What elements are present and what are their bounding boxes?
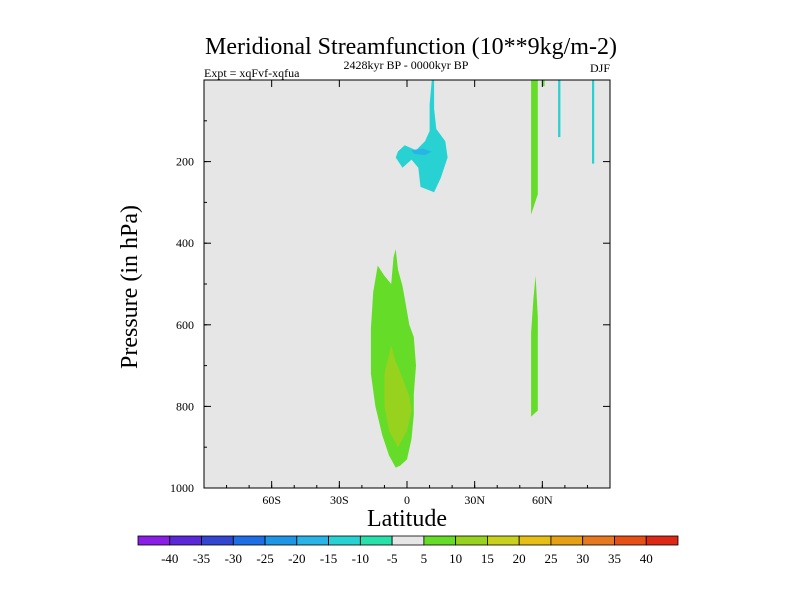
lower-north-strip (531, 275, 538, 417)
colorbar-swatch (137, 535, 171, 546)
colorbar-swatch (169, 535, 202, 546)
colorbar-label: 30 (576, 551, 589, 566)
colorbar-swatch (328, 535, 361, 546)
y-tick-label: 200 (176, 155, 194, 169)
colorbar-label: -40 (161, 551, 178, 566)
colorbar-swatch (201, 535, 234, 546)
x-tick-label: 60S (262, 493, 281, 507)
north-thin-streak-1 (542, 80, 545, 87)
colorbar-label: 10 (449, 551, 462, 566)
colorbar-label: -20 (288, 551, 305, 566)
lower-positive-core (384, 345, 412, 448)
colorbar-label: 15 (481, 551, 494, 566)
axis-ticks: 60S 30S 0 30N 60N 200 400 600 800 1000 (170, 80, 611, 507)
upper-north-strip (531, 80, 538, 215)
x-axis-label: Latitude (367, 506, 447, 532)
left-string: Expt = xqFvf-xqfua (204, 66, 300, 80)
colorbar-label: -30 (225, 551, 242, 566)
upper-negative-core (411, 148, 432, 156)
y-axis-label: Pressure (in hPa) (117, 205, 143, 369)
colorbar-swatch (487, 535, 520, 546)
colorbar-swatch (232, 535, 266, 546)
y-tick-label: 600 (176, 318, 194, 332)
colorbar-label: 40 (640, 551, 653, 566)
colorbar-label: 5 (421, 551, 428, 566)
colorbar-swatch (582, 535, 615, 546)
chart-title: Meridional Streamfunction (10**9kg/m-2) (205, 34, 617, 60)
colorbar-swatch (518, 535, 552, 546)
colorbar-label: 35 (608, 551, 621, 566)
north-thin-streak-2 (558, 80, 561, 138)
colorbar-swatch (550, 535, 584, 546)
x-tick-label: 30S (330, 493, 349, 507)
y-tick-label: 1000 (170, 481, 194, 495)
colorbar-swatch (614, 535, 647, 546)
contour-regions (370, 80, 595, 468)
center-string: 2428kyr BP - 0000kyr BP (344, 58, 469, 72)
colorbar-label: 25 (544, 551, 557, 566)
x-tick-label: 0 (404, 493, 410, 507)
colorbar: -40 -35 -30 -25 -20 -15 -10 -5 5 10 15 20 25 30 35 40 (137, 535, 679, 566)
colorbar-swatch (423, 535, 457, 546)
x-tick-label: 30N (464, 493, 485, 507)
y-tick-label: 400 (176, 236, 194, 250)
colorbar-label: -10 (352, 551, 369, 566)
colorbar-swatch (645, 535, 679, 546)
colorbar-label: -35 (193, 551, 210, 566)
x-tick-label: 60N (532, 493, 553, 507)
colorbar-swatch (391, 535, 425, 546)
colorbar-swatch (264, 535, 298, 546)
north-thin-streak-3 (592, 80, 595, 164)
colorbar-label: -25 (256, 551, 273, 566)
colorbar-label: 20 (513, 551, 526, 566)
right-string: DJF (590, 61, 610, 75)
colorbar-label: -15 (320, 551, 337, 566)
colorbar-label: -5 (387, 551, 398, 566)
colorbar-swatch (296, 535, 329, 546)
y-tick-label: 800 (176, 399, 194, 413)
colorbar-swatch (359, 535, 393, 546)
colorbar-swatch (455, 535, 488, 546)
upper-negative-cell (395, 80, 448, 193)
